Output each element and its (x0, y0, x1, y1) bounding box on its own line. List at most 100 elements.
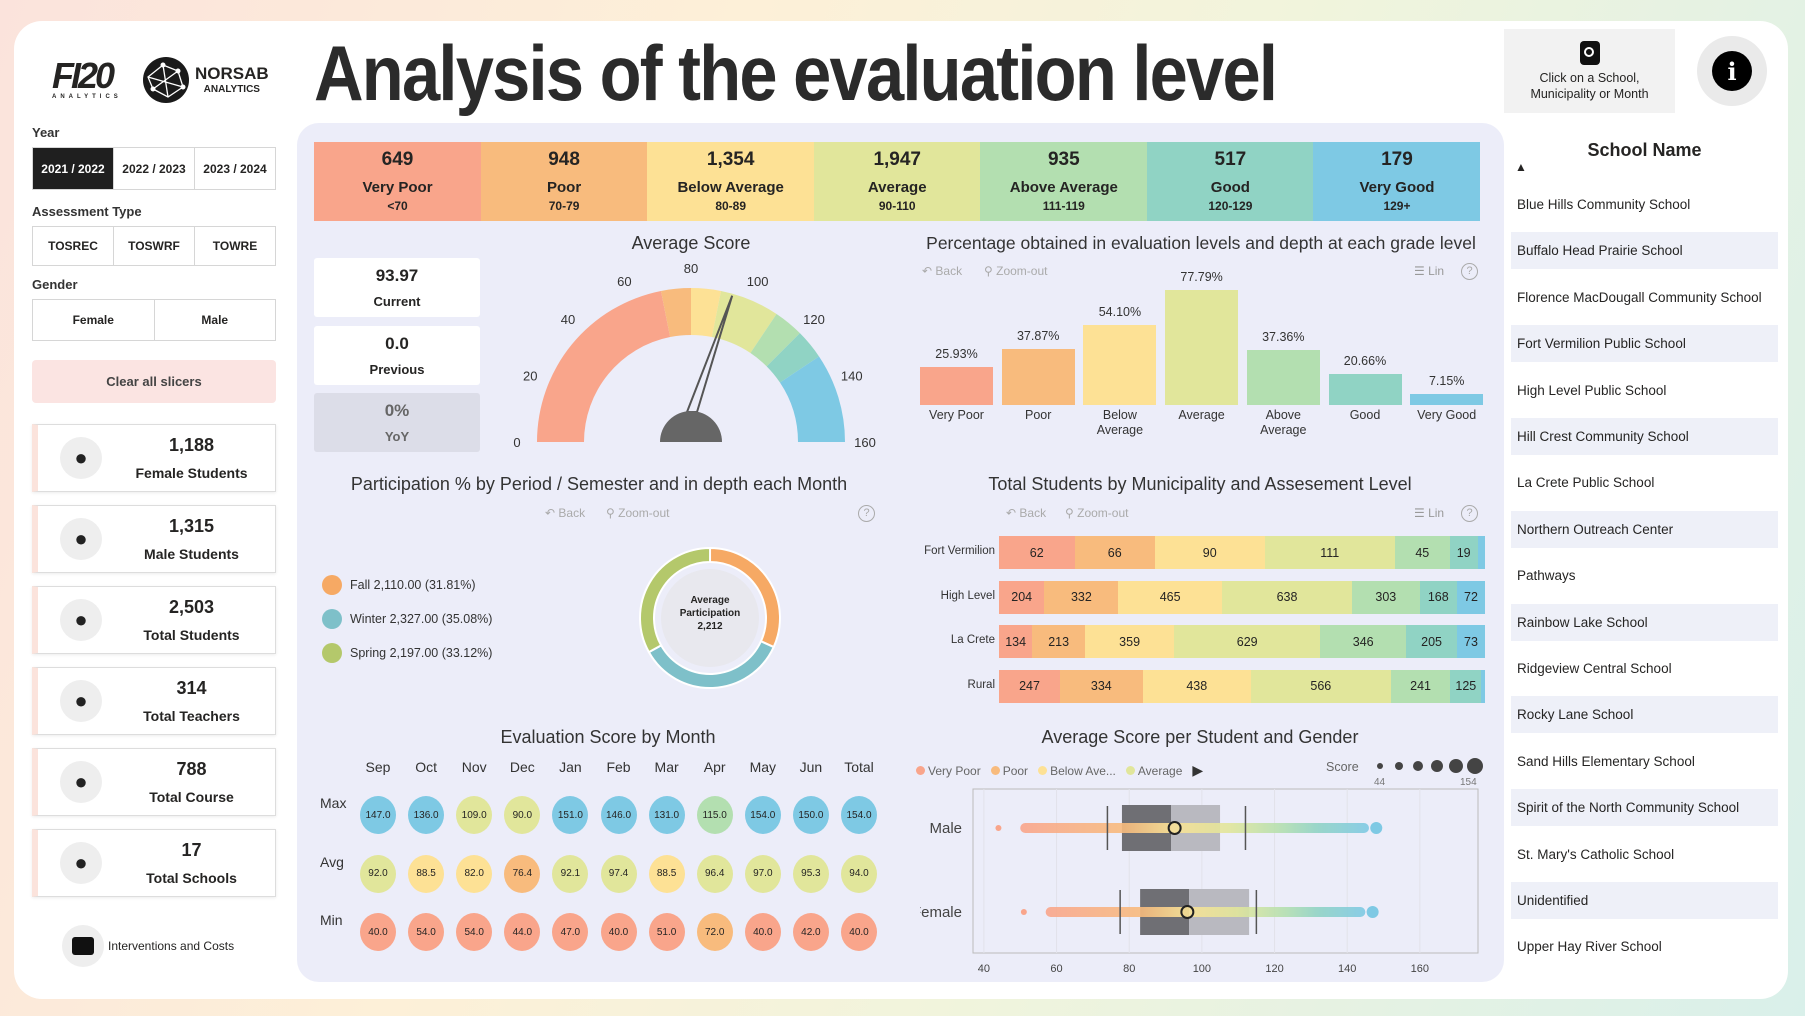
scale-toggle[interactable]: ☰ Lin (1414, 264, 1445, 278)
municipality-segment[interactable]: 205 (1406, 625, 1457, 658)
assessment-option[interactable]: TOWRE (212, 239, 258, 253)
assessment-option[interactable]: TOSREC (33, 227, 114, 265)
municipality-segment[interactable]: 465 (1118, 580, 1222, 614)
score-circle[interactable]: 92.0 (360, 854, 396, 893)
score-circle[interactable]: 109.0 (456, 796, 493, 834)
municipality-segment[interactable] (1477, 536, 1485, 569)
municipality-segment[interactable]: 303 (1352, 580, 1420, 614)
student-points[interactable] (1045, 907, 1366, 917)
back-button-2[interactable]: ↶ Back (545, 506, 586, 520)
school-list-item[interactable]: Florence MacDougall Community School (1517, 289, 1762, 305)
legend-next-arrow[interactable]: ▶ (1192, 762, 1204, 778)
municipality-segment[interactable]: 359 (1085, 625, 1175, 658)
level-bar[interactable] (1083, 324, 1157, 405)
score-circle[interactable]: 40.0 (744, 913, 781, 951)
level-kpi[interactable]: 948 Poor 70-79 (480, 142, 648, 221)
month-header[interactable]: Jan (559, 759, 582, 775)
municipality-segment[interactable]: 638 (1221, 580, 1353, 614)
zoom-out-button-2[interactable]: ⚲ Zoom-out (606, 506, 670, 520)
sort-ascending-icon[interactable]: ▲ (1515, 160, 1527, 174)
zoom-out-button-3[interactable]: ⚲ Zoom-out (1065, 506, 1129, 520)
score-circle[interactable]: 96.4 (696, 854, 733, 893)
month-header[interactable]: Dec (509, 759, 535, 775)
boxplot-legend-item[interactable]: Below Ave... (1038, 764, 1116, 778)
help-icon-3[interactable]: ? (1461, 505, 1478, 522)
school-list-item[interactable]: Unidentified (1511, 882, 1778, 919)
municipality-segment[interactable]: 72 (1457, 580, 1485, 614)
score-circle[interactable]: 42.0 (792, 913, 829, 951)
municipality-segment[interactable]: 66 (1074, 536, 1155, 569)
month-header[interactable]: Oct (415, 759, 437, 775)
municipality-segment[interactable]: 629 (1174, 625, 1321, 658)
municipality-segment[interactable]: 332 (1044, 580, 1119, 614)
level-kpi[interactable]: 179 Very Good 129+ (1313, 142, 1481, 221)
municipality-segment[interactable]: 204 (999, 580, 1045, 614)
score-circle[interactable]: 151.0 (552, 796, 589, 834)
help-icon[interactable]: ? (1461, 263, 1478, 280)
boxplot-legend-item[interactable]: Very Poor (916, 764, 981, 778)
help-icon-2[interactable]: ? (858, 505, 875, 522)
month-header[interactable]: Sep (365, 759, 391, 775)
month-header[interactable]: May (749, 759, 777, 775)
pie-legend-item[interactable]: Fall 2,110.00 (31.81%) (322, 575, 476, 595)
school-list-item[interactable]: La Crete Public School (1517, 475, 1655, 491)
municipality-segment[interactable]: 566 (1250, 669, 1391, 703)
school-list-item[interactable]: Hill Crest Community School (1511, 418, 1778, 455)
level-kpi[interactable]: 1,354 Below Average 80-89 (647, 142, 815, 221)
donut-slice[interactable] (639, 546, 712, 654)
outlier-point[interactable] (1370, 822, 1383, 834)
school-list-item[interactable]: Rainbow Lake School (1511, 603, 1778, 641)
month-header[interactable]: Jun (799, 759, 823, 775)
score-circle[interactable]: 40.0 (600, 913, 637, 951)
level-kpi[interactable]: 935 Above Average 111-119 (980, 142, 1148, 221)
school-list-item[interactable]: Fort Vermilion Public School (1511, 325, 1778, 363)
municipality-segment[interactable]: 168 (1419, 580, 1457, 614)
zoom-out-button[interactable]: ⚲ Zoom-out (984, 264, 1048, 278)
level-bar[interactable] (1165, 289, 1239, 405)
municipality-segment[interactable]: 19 (1449, 536, 1478, 569)
score-circle[interactable]: 40.0 (841, 913, 877, 951)
clear-slicers-button[interactable]: Clear all slicers (32, 360, 276, 403)
hint-box[interactable]: Click on a School, Municipality or Month (1504, 29, 1675, 113)
outlier-point[interactable] (1366, 906, 1379, 918)
level-bar[interactable] (1410, 394, 1484, 405)
school-list-item[interactable]: Sand Hills Elementary School (1517, 753, 1695, 769)
score-circle[interactable]: 90.0 (504, 796, 541, 834)
level-kpi[interactable]: 517 Good 120-129 (1146, 142, 1314, 221)
municipality-segment[interactable]: 73 (1457, 625, 1485, 658)
school-list-item[interactable]: St. Mary's Catholic School (1517, 846, 1675, 862)
outlier-point[interactable] (995, 825, 1002, 831)
level-bar[interactable] (1328, 374, 1402, 405)
boxplot-legend-item[interactable]: Average (1125, 764, 1182, 778)
municipality-segment[interactable]: 334 (1060, 669, 1143, 703)
month-header[interactable]: Total (844, 759, 874, 775)
scale-toggle-2[interactable]: ☰ Lin (1414, 506, 1445, 520)
school-list-item[interactable]: Pathways (1517, 568, 1576, 584)
score-circle[interactable]: 146.0 (600, 796, 637, 834)
score-circle[interactable]: 88.5 (648, 854, 685, 893)
school-list-item[interactable]: Buffalo Head Prairie School (1511, 232, 1778, 270)
score-circle[interactable]: 47.0 (552, 913, 589, 951)
level-bar[interactable] (1001, 348, 1075, 405)
gender-option[interactable]: Male (201, 313, 229, 327)
pie-legend-item[interactable]: Winter 2,327.00 (35.08%) (322, 609, 492, 629)
score-circle[interactable]: 97.0 (744, 854, 781, 893)
municipality-segment[interactable]: 241 (1390, 669, 1451, 703)
municipality-segment[interactable]: 247 (999, 669, 1061, 703)
score-circle[interactable]: 115.0 (696, 796, 733, 834)
score-circle[interactable]: 147.0 (360, 796, 396, 834)
pie-legend-item[interactable]: Spring 2,197.00 (33.12%) (322, 643, 492, 663)
month-header[interactable]: Apr (703, 759, 726, 775)
gender-option[interactable]: Female (33, 300, 155, 340)
municipality-segment[interactable]: 438 (1142, 669, 1251, 703)
municipality-segment[interactable]: 346 (1320, 625, 1407, 658)
score-circle[interactable]: 44.0 (504, 913, 541, 951)
school-list-item[interactable]: High Level Public School (1517, 382, 1667, 398)
level-bar[interactable] (920, 366, 993, 405)
level-kpi[interactable]: 649 Very Poor <70 (314, 142, 482, 221)
level-kpi[interactable]: 1,947 Average 90-110 (813, 142, 981, 221)
score-circle[interactable]: 72.0 (696, 913, 733, 951)
score-circle[interactable]: 76.4 (504, 854, 541, 893)
boxplot-legend-item[interactable]: Poor (990, 764, 1028, 778)
outlier-point[interactable] (1020, 909, 1027, 915)
